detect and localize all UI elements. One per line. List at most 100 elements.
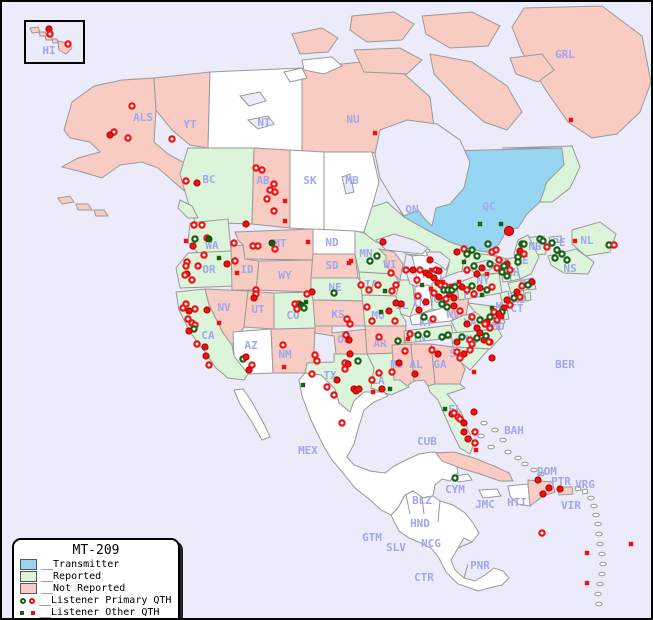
listener-marker	[345, 336, 353, 344]
region-label-mb: MB	[345, 174, 359, 187]
listener-marker	[372, 130, 378, 136]
legend-red-marker	[31, 610, 35, 615]
listener-marker	[442, 406, 448, 412]
listener-marker	[128, 102, 136, 110]
tiny-island-2	[499, 437, 507, 443]
listener-marker	[205, 361, 213, 369]
listener-marker	[460, 428, 468, 436]
listener-marker	[553, 246, 561, 254]
listener-marker	[470, 262, 478, 270]
legend-item-0: __Transmitter	[20, 559, 172, 570]
listener-marker	[442, 295, 450, 303]
listener-marker	[488, 354, 496, 362]
island-shape-9	[75, 203, 93, 211]
border-line-1	[421, 497, 425, 515]
listener-marker	[503, 272, 511, 280]
listener-marker	[476, 329, 484, 337]
listener-marker	[203, 306, 211, 314]
border-line-2	[437, 500, 441, 523]
listener-marker	[281, 364, 287, 370]
listener-marker	[270, 207, 278, 215]
listener-marker	[190, 221, 198, 229]
listener-marker	[305, 239, 311, 245]
listener-marker	[401, 347, 409, 355]
listener-marker	[468, 313, 476, 321]
listener-marker	[426, 256, 434, 264]
region-wi	[377, 248, 404, 282]
region-labrador	[501, 145, 581, 203]
listener-marker	[453, 338, 461, 346]
listener-marker	[311, 351, 319, 359]
listener-marker	[428, 267, 434, 273]
legend-item-label: __Transmitter	[41, 559, 120, 570]
region-label-jmc: JMC	[475, 498, 495, 511]
listener-marker	[539, 490, 547, 498]
listener-marker	[323, 383, 331, 391]
listener-marker	[388, 287, 396, 295]
region-greenland	[511, 5, 651, 139]
listener-marker	[368, 317, 376, 325]
map-legend: MT-209 __Transmitter __Reported __Not Repo…	[12, 538, 180, 618]
region-label-cuba: CUB	[417, 435, 437, 448]
listener-marker	[387, 386, 393, 392]
listener-marker	[450, 302, 458, 310]
tiny-island-14	[595, 531, 603, 537]
listener-marker	[628, 541, 634, 547]
legend-title: MT-209	[72, 543, 120, 558]
listener-marker	[520, 250, 528, 258]
island-shape-13	[38, 31, 48, 37]
listener-marker	[422, 298, 430, 306]
listener-marker	[388, 368, 396, 376]
listener-marker	[456, 354, 464, 362]
legend-item-2: __Not Reported	[20, 583, 172, 594]
water-body-7	[239, 91, 267, 107]
listener-marker	[453, 348, 461, 356]
listener-marker	[392, 299, 400, 307]
island-shape-7	[283, 67, 308, 83]
listener-marker	[414, 331, 422, 339]
region-label-vrg: VRG	[575, 478, 595, 491]
legend-green-marker	[20, 610, 24, 615]
listener-marker	[411, 370, 419, 378]
island-shape-3	[353, 47, 423, 75]
region-label-hi: HI	[42, 44, 55, 57]
region-label-ns: NS	[563, 262, 576, 275]
region-cuba	[435, 451, 514, 482]
tiny-island-19	[596, 581, 604, 587]
region-label-sk: SK	[303, 174, 317, 187]
listener-marker	[168, 135, 176, 143]
listener-marker	[430, 289, 438, 297]
tiny-island-13	[594, 521, 602, 527]
region-label-ncg: NCG	[421, 537, 441, 550]
region-label-nl_island: NL	[580, 234, 594, 247]
listener-marker	[338, 419, 346, 427]
listener-marker	[346, 260, 352, 266]
listener-marker	[330, 289, 338, 297]
listener-markers-layer	[45, 25, 634, 586]
listener-marker	[341, 365, 349, 373]
region-label-gtm: GTM	[362, 531, 382, 544]
tiny-island-18	[598, 571, 606, 577]
listener-marker	[448, 283, 454, 289]
listener-marker	[486, 313, 494, 321]
tiny-island-9	[537, 471, 545, 477]
island-shape-15	[51, 38, 59, 44]
listener-marker	[423, 330, 431, 338]
region-label-ct: CT	[510, 302, 524, 315]
region-label-ny: NY	[476, 274, 490, 287]
region-label-qc: QC	[482, 200, 495, 213]
listener-marker	[250, 294, 258, 302]
region-label-bc: BC	[202, 173, 215, 186]
listener-marker	[282, 218, 288, 224]
region-label-in: IN	[412, 296, 425, 309]
listener-marker	[563, 256, 571, 264]
region-label-al: AL	[409, 358, 423, 371]
tiny-island-12	[592, 512, 600, 518]
legend-swatch-transmitter	[20, 559, 37, 570]
listener-marker	[394, 337, 402, 345]
region-label-hti: HTI	[507, 496, 527, 509]
listener-marker	[440, 279, 446, 285]
listener-marker	[451, 474, 459, 482]
